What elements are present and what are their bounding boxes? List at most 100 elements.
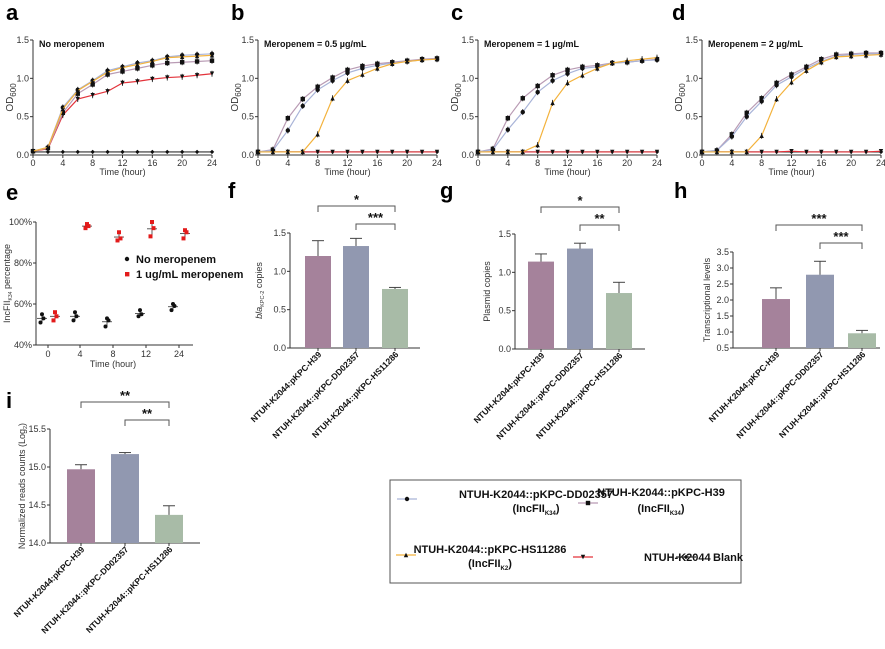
data-point-Blank: [179, 149, 185, 155]
data-point-K2044: [804, 149, 809, 155]
x-tick-label: 12: [786, 158, 796, 168]
y-tick-label: 1.0: [273, 266, 286, 276]
data-point-Blank: [90, 149, 95, 155]
data-point-K2044: [878, 148, 884, 154]
data-point-DD02357: [729, 134, 735, 139]
data-point-HS11286: [300, 149, 305, 155]
category-label: NTUH-K2044::pKPC-DD02357: [734, 349, 825, 440]
data-point-K2044: [315, 149, 320, 155]
y-axis-label: blaKPC-2 copies: [254, 262, 266, 319]
significance-bracket: [124, 419, 170, 426]
data-point-HS11286: [819, 60, 824, 65]
legend-sublabel-H39: (IncFIIK34): [637, 503, 684, 517]
data-point-meropenem: [148, 234, 153, 239]
panel-label: g: [440, 178, 453, 203]
panel-g: g 0.0 0.5 1.0 1.5 Plasmid copies NTUH-K2044:pK…: [440, 178, 645, 442]
panel-c: c 0.0 0.5 1.0 1.5 0 4 8 12 16 20 24 Time (hour) OD600…: [450, 0, 662, 177]
data-point-HS11286: [345, 78, 350, 83]
y-axis-label: OD600: [450, 83, 463, 112]
x-axis-label: Time (hour): [90, 359, 136, 369]
data-point-K2044: [120, 80, 125, 86]
panel-d: d 0.0 0.5 1.0 1.5 0 4 8 12 16 20 24 Time (hour) OD600…: [672, 0, 885, 177]
y-tick-label: 0.0: [498, 344, 511, 354]
data-point-H39: [759, 96, 764, 101]
data-point-HS11286: [150, 59, 155, 64]
data-point-meropenem: [118, 236, 123, 241]
data-point-K2044: [165, 75, 170, 80]
data-point-meropenem: [181, 236, 186, 241]
y-axis-label: OD600: [5, 83, 18, 112]
data-point-H39: [505, 116, 511, 121]
y-tick-label: 1.5: [461, 35, 474, 45]
x-axis-label: Time (hour): [324, 167, 370, 177]
data-point-meropenem: [54, 314, 59, 319]
data-point-Blank: [120, 149, 125, 155]
data-point-Blank: [209, 149, 215, 155]
y-tick-label: 0.5: [461, 112, 474, 122]
data-point-HS11286: [565, 80, 570, 86]
data-point-HS11286: [375, 66, 380, 71]
data-point-K2044: [848, 149, 854, 155]
category-label: NTUH-K2044:pKPC-H39: [707, 349, 782, 424]
data-point-HS11286: [75, 88, 80, 93]
data-point-HS11286: [699, 149, 705, 155]
x-tick-label: 0: [475, 158, 480, 168]
data-point-no-meropenem: [71, 318, 76, 323]
panel-label: c: [451, 0, 463, 25]
data-point-K2044: [639, 149, 645, 155]
y-tick-label: 1.5: [241, 35, 254, 45]
y-axis-label: IncFIIK34 percentage: [2, 244, 14, 323]
y-tick-label: 2.0: [716, 295, 729, 305]
y-tick-label: 1.0: [498, 267, 511, 277]
data-point-HS11286: [878, 52, 884, 57]
data-point-DD02357: [520, 109, 525, 115]
y-tick-label: 0.5: [685, 112, 698, 122]
x-tick-label: 8: [110, 349, 115, 359]
significance-bracket: [317, 205, 396, 212]
data-point-H39: [120, 69, 125, 74]
x-tick-label: 12: [562, 158, 572, 168]
data-point-HS11286: [834, 54, 839, 60]
data-point-H39: [150, 63, 155, 68]
legend-marker-H39: [585, 500, 591, 506]
y-tick-label: 0.0: [461, 150, 474, 160]
category-label: NTUH-K2044::pKPC-HS11286: [534, 350, 625, 441]
panel-label: e: [6, 180, 18, 205]
x-tick-label: 16: [816, 158, 826, 168]
data-point-no-meropenem: [139, 312, 144, 317]
data-point-HS11286: [270, 149, 276, 155]
data-point-DD02357: [759, 99, 764, 104]
panel-e: e 40% 60% 80% 100% 0 4 8 12 24 Time (hour) IncFIIK3…: [2, 180, 244, 369]
legend-sublabel-HS11286: (IncFIIK2): [468, 558, 512, 572]
y-tick-label: 1.5: [685, 35, 698, 45]
legend-marker-HS11286: [403, 552, 409, 558]
x-tick-label: 4: [60, 158, 65, 168]
bar-1: [567, 248, 593, 349]
y-tick-label: 3.5: [716, 247, 729, 257]
data-point-H39: [345, 67, 350, 73]
data-point-H39: [550, 73, 555, 78]
significance-label: **: [120, 388, 131, 403]
y-tick-label: 0.5: [16, 112, 29, 122]
panel-label: i: [6, 388, 12, 413]
y-tick-label: 14.0: [28, 538, 46, 548]
data-point-HS11286: [505, 149, 511, 155]
panel-label: f: [228, 178, 236, 203]
category-label: NTUH-K2044:pKPC-H39: [472, 350, 547, 425]
data-point-DD02357: [505, 127, 511, 132]
y-tick-label: 1.0: [461, 73, 474, 83]
data-point-HS11286: [490, 149, 496, 155]
x-tick-label: 8: [535, 158, 540, 168]
x-tick-label: 4: [77, 349, 82, 359]
data-point-H39: [179, 60, 185, 65]
data-point-HS11286: [804, 68, 809, 73]
data-point-HS11286: [360, 72, 365, 77]
y-tick-label: 40%: [14, 340, 32, 350]
x-tick-label: 12: [141, 349, 151, 359]
x-tick-label: 0: [255, 158, 260, 168]
significance-label: ***: [833, 229, 849, 244]
data-point-HS11286: [165, 55, 170, 60]
y-axis-label: OD600: [230, 83, 243, 112]
data-point-HS11286: [714, 149, 720, 155]
data-point-no-meropenem: [41, 316, 46, 321]
